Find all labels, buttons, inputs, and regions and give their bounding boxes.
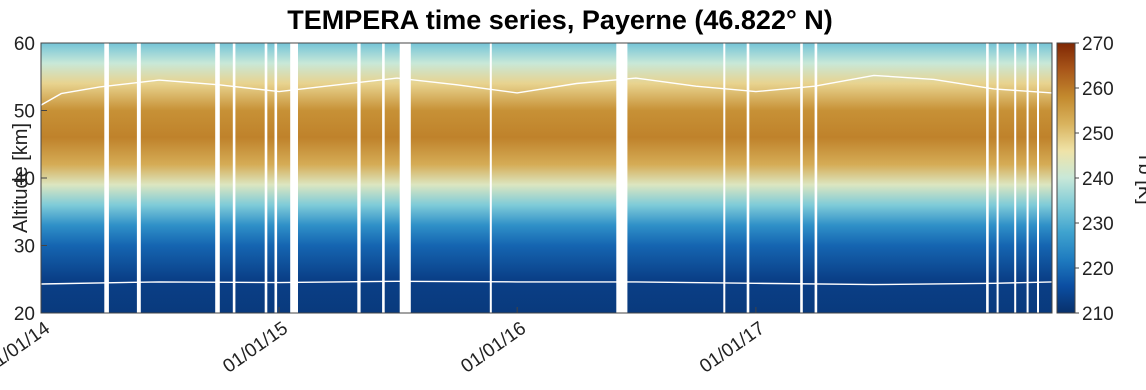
data-gap-3: [232, 43, 236, 313]
temperature-field: [41, 43, 1052, 313]
series-line-1: [41, 280, 1052, 286]
data-gap-19: [1026, 43, 1029, 313]
data-gap-18: [1014, 43, 1017, 313]
x-tick-label-3: 01/01/17: [696, 318, 769, 378]
colorbar-tick-label-260: 260: [1082, 79, 1114, 100]
x-axis: 01/01/14 01/01/15 01/01/16 01/01/17: [0, 307, 769, 378]
data-gap-7: [357, 43, 361, 313]
x-tick-label-0: 01/01/14: [0, 318, 54, 378]
data-gap-11: [616, 43, 628, 313]
data-gaps: [104, 43, 1039, 313]
data-gap-2: [215, 43, 220, 313]
plot-area: [40, 42, 1053, 314]
data-gap-10: [489, 43, 492, 313]
colorbar-tick-label-240: 240: [1082, 169, 1114, 190]
y-tick-label-60: 60: [14, 34, 35, 55]
colorbar-tick-label-270: 270: [1082, 34, 1114, 55]
y-tick-label-50: 50: [14, 102, 35, 123]
colorbar: 210 220 230 240 250 260 270 Tb [K]: [1056, 34, 1146, 325]
x-tick-label-2: 01/01/16: [457, 318, 530, 378]
y-tick-label-40: 40: [14, 169, 35, 190]
colorbar-tick-label-230: 230: [1082, 214, 1114, 235]
data-gap-4: [264, 43, 268, 313]
data-gap-6: [290, 43, 298, 313]
colorbar-tick-label-210: 210: [1082, 304, 1114, 325]
colorbar-bar: [1056, 42, 1076, 314]
data-gap-20: [1037, 43, 1039, 313]
colorbar-ticks: 210 220 230 240 250 260 270: [1075, 34, 1114, 325]
series-line-0: [41, 74, 1052, 106]
y-axis: 20 30 40 50 60: [14, 34, 47, 325]
data-gap-8: [382, 43, 385, 313]
colorbar-tick-label-250: 250: [1082, 124, 1114, 145]
data-gap-12: [723, 43, 726, 313]
data-gap-17: [996, 43, 999, 313]
data-gap-15: [814, 43, 818, 313]
colorbar-tick-label-220: 220: [1082, 259, 1114, 280]
data-gap-0: [104, 43, 109, 313]
data-gap-16: [986, 43, 989, 313]
x-tick-label-1: 01/01/15: [219, 318, 292, 378]
series-lines: [41, 74, 1052, 286]
colorbar-label: Tb [K]: [1134, 151, 1146, 204]
data-gap-13: [746, 43, 750, 313]
data-gap-1: [136, 43, 141, 313]
data-gap-14: [800, 43, 803, 313]
data-gap-5: [274, 43, 278, 313]
y-tick-label-20: 20: [14, 304, 35, 325]
data-gap-9: [399, 43, 411, 313]
chart-title: TEMPERA time series, Payerne (46.822° N): [287, 5, 833, 35]
y-tick-label-30: 30: [14, 237, 35, 258]
y-axis-label: Altitude [km]: [10, 123, 32, 233]
